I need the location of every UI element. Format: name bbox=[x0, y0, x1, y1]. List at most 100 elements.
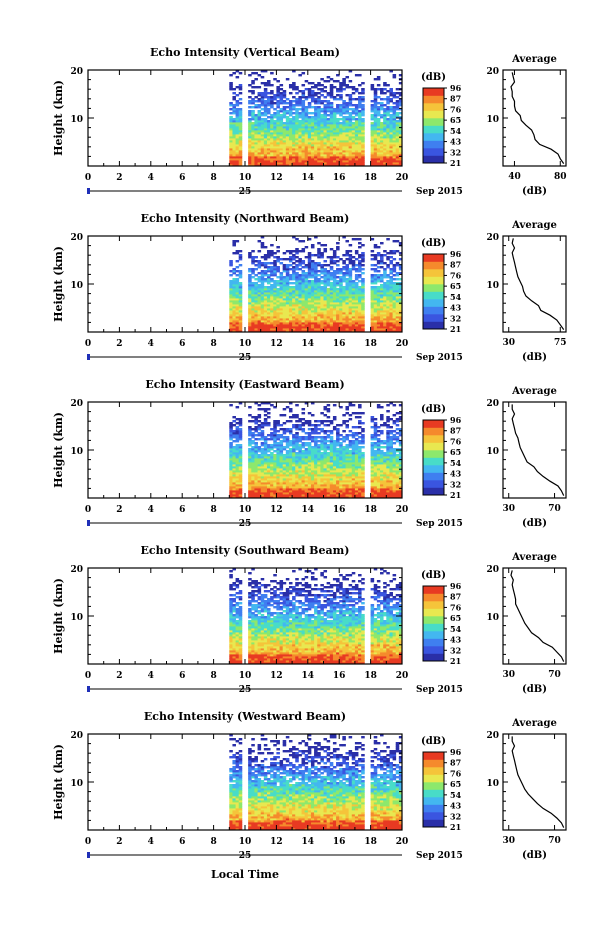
heatmap-cell bbox=[396, 96, 400, 98]
heatmap-cell bbox=[283, 90, 287, 92]
heatmap-cell bbox=[349, 80, 353, 82]
heatmap-cell bbox=[229, 102, 233, 104]
heatmap-cell bbox=[261, 76, 265, 78]
heatmap-cell bbox=[377, 106, 381, 108]
heatmap-cell bbox=[289, 118, 293, 120]
y-tick-label: 10 bbox=[70, 115, 83, 125]
heatmap-cell bbox=[377, 270, 381, 272]
heatmap-cell bbox=[393, 102, 397, 104]
heatmap-cell bbox=[270, 278, 274, 280]
heatmap-cell bbox=[320, 280, 324, 282]
heatmap-cell bbox=[371, 258, 375, 260]
heatmap-cell bbox=[352, 108, 356, 110]
heatmap-cell bbox=[283, 258, 287, 260]
x-tick-label: 16 bbox=[333, 339, 346, 349]
x-tick-label: 14 bbox=[302, 173, 315, 183]
heatmap-cell bbox=[327, 114, 331, 116]
heatmap-cell bbox=[254, 114, 258, 116]
heatmap-cell bbox=[336, 118, 340, 120]
heatmap-cell bbox=[377, 260, 381, 262]
heatmap-cell bbox=[264, 100, 268, 102]
heatmap-cell bbox=[264, 270, 268, 272]
heatmap-cell bbox=[286, 110, 290, 112]
heatmap-cell bbox=[336, 280, 340, 282]
heatmap-cell bbox=[302, 260, 306, 262]
heatmap-cell bbox=[352, 92, 356, 94]
heatmap-cell bbox=[264, 286, 268, 288]
heatmap-cell bbox=[261, 82, 265, 84]
heatmap-cell bbox=[349, 86, 353, 88]
heatmap-cell bbox=[308, 102, 312, 104]
average-y-tick-label: 10 bbox=[486, 281, 499, 291]
heatmap-cell bbox=[229, 116, 233, 118]
heatmap-cell bbox=[280, 108, 284, 110]
heatmap-cell bbox=[264, 278, 268, 280]
heatmap-cell bbox=[270, 96, 274, 98]
heatmap-cell bbox=[380, 88, 384, 90]
heatmap-cell bbox=[371, 250, 375, 252]
colorbar-step bbox=[423, 307, 444, 315]
heatmap-cell bbox=[236, 76, 240, 78]
heatmap-cell bbox=[377, 118, 381, 120]
heatmap-cell bbox=[280, 114, 284, 116]
heatmap-cell bbox=[352, 122, 356, 124]
heatmap-cell bbox=[386, 280, 390, 282]
heatmap-cell bbox=[333, 86, 337, 88]
heatmap-cell bbox=[261, 242, 265, 244]
colorbar-tick-label: 87 bbox=[450, 260, 461, 270]
heatmap-cell bbox=[276, 100, 280, 102]
heatmap-cell bbox=[254, 256, 258, 258]
heatmap-cell bbox=[280, 84, 284, 86]
heatmap-cell bbox=[396, 454, 400, 456]
heatmap-cell bbox=[336, 260, 340, 262]
heatmap-cell bbox=[393, 278, 397, 280]
heatmap-cell bbox=[273, 280, 277, 282]
heatmap-cell bbox=[270, 114, 274, 116]
colorbar-tick-label: 65 bbox=[450, 281, 461, 291]
heatmap-cell bbox=[292, 116, 296, 118]
heatmap-cell bbox=[358, 260, 362, 262]
heatmap-cell bbox=[276, 80, 280, 82]
heatmap-cell bbox=[292, 250, 296, 252]
heatmap-cell bbox=[358, 96, 362, 98]
heatmap-cell bbox=[377, 252, 381, 254]
heatmap-cell bbox=[292, 104, 296, 106]
heatmap-cell bbox=[355, 238, 359, 240]
heatmap-cell bbox=[324, 100, 328, 102]
heatmap-cell bbox=[339, 276, 343, 278]
heatmap-cell bbox=[320, 264, 324, 266]
heatmap-cell bbox=[305, 264, 309, 266]
heatmap-cell bbox=[389, 98, 393, 100]
heatmap-cell bbox=[239, 264, 243, 266]
heatmap-cell bbox=[251, 106, 255, 108]
x-tick-label: 2 bbox=[116, 173, 122, 183]
heatmap-cell bbox=[355, 74, 359, 76]
heatmap-cell bbox=[273, 108, 277, 110]
x-tick-label: 6 bbox=[179, 339, 185, 349]
heatmap-cell bbox=[236, 274, 240, 276]
heatmap-cell bbox=[324, 264, 328, 266]
heatmap-cell bbox=[302, 100, 306, 102]
heatmap-cell bbox=[276, 86, 280, 88]
heatmap-cell bbox=[361, 252, 365, 254]
heatmap-cell bbox=[336, 98, 340, 100]
heatmap-cell bbox=[320, 78, 324, 80]
heatmap-cell bbox=[361, 104, 365, 106]
heatmap-cell bbox=[327, 288, 331, 290]
colorbar-step bbox=[423, 322, 444, 330]
heatmap-cell bbox=[261, 92, 265, 94]
heatmap-cell bbox=[358, 84, 362, 86]
heatmap-cell bbox=[248, 252, 252, 254]
x-tick-label: 12 bbox=[270, 173, 283, 183]
heatmap-cell bbox=[333, 260, 337, 262]
heatmap-cell bbox=[320, 84, 324, 86]
heatmap-cell bbox=[377, 96, 381, 98]
heatmap-cell bbox=[305, 272, 309, 274]
heatmap-cell bbox=[342, 78, 346, 80]
heatmap-cell bbox=[248, 268, 252, 270]
heatmap-cell bbox=[342, 272, 346, 274]
heatmap-cell bbox=[358, 254, 362, 256]
heatmap-cell bbox=[345, 102, 349, 104]
heatmap-cell bbox=[342, 116, 346, 118]
